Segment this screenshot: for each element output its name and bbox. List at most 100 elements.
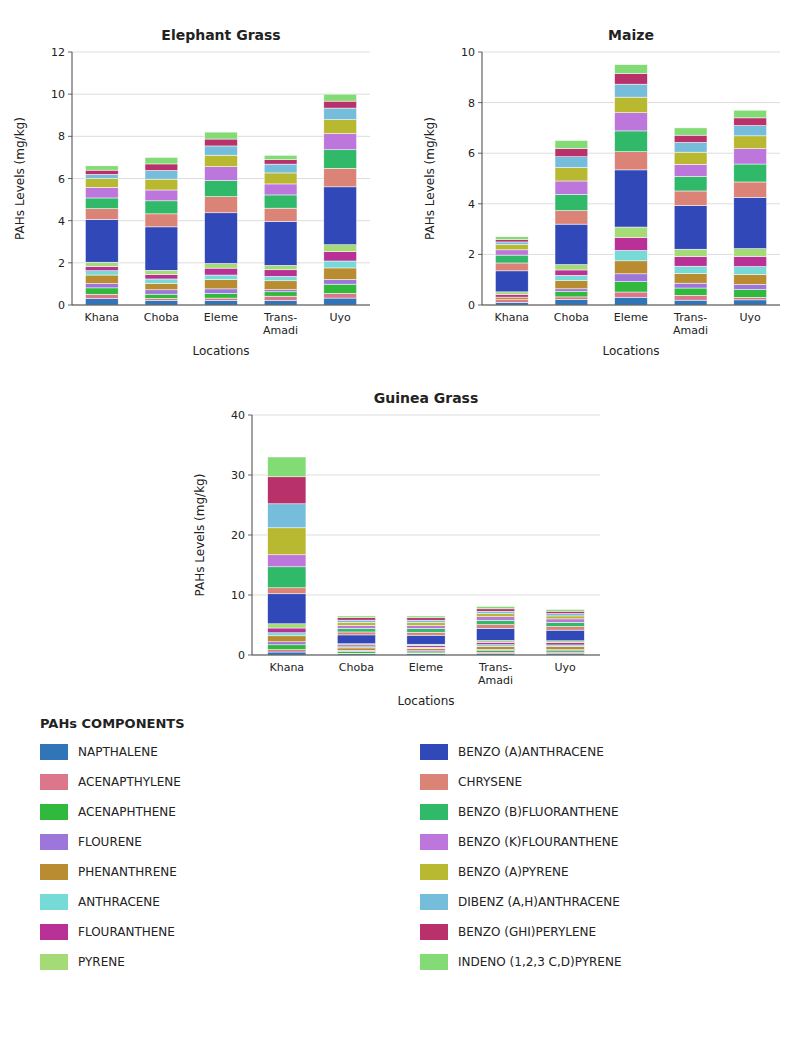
- series: [495, 97, 766, 250]
- bar-segment: [546, 622, 584, 626]
- bar-segment: [555, 194, 588, 210]
- series: [268, 504, 585, 623]
- x-tick-label: Choba: [339, 661, 374, 674]
- bar-segment: [264, 265, 297, 269]
- bar-segment: [268, 624, 306, 628]
- grid-line: [482, 52, 780, 53]
- legend-label: BENZO (A)PYRENE: [458, 865, 569, 879]
- bar-segment: [546, 641, 584, 643]
- bar-segment: [264, 184, 297, 195]
- bar-segment: [324, 187, 357, 245]
- bar-segment: [145, 283, 178, 290]
- y-axis-label: PAHs Levels (mg/kg): [13, 117, 27, 240]
- bar-segment: [734, 164, 767, 182]
- grid-line: [72, 52, 370, 53]
- bar-segment: [495, 294, 528, 297]
- bar-segment: [546, 616, 584, 619]
- legend-label: NAPTHALENE: [78, 745, 158, 759]
- bar-segment: [555, 270, 588, 275]
- bar-segment: [476, 642, 514, 644]
- bar-segment: [324, 280, 357, 285]
- bar-segment: [337, 628, 375, 632]
- legend-swatch: [420, 864, 448, 880]
- legend-swatch: [40, 774, 68, 790]
- bar-segment: [85, 262, 118, 266]
- x-tick-label: Choba: [554, 311, 589, 324]
- x-tick-label: Choba: [144, 311, 179, 324]
- y-tick-label: 10: [231, 589, 245, 602]
- bar-segment: [674, 128, 707, 135]
- series: [495, 131, 766, 263]
- x-tick-label: Uyo: [330, 311, 352, 324]
- bar-segment: [476, 606, 514, 608]
- bar-segment: [205, 275, 238, 280]
- bar-segment: [264, 281, 297, 290]
- bar-segment: [264, 195, 297, 208]
- bar-segment: [407, 632, 445, 635]
- x-tick-label: Eleme: [614, 311, 648, 324]
- chart-panel: 010203040KhanaChobaElemeTrans-AmadiUyoGu…: [193, 390, 600, 708]
- y-tick-label: 6: [58, 173, 65, 186]
- bar-segment: [324, 134, 357, 150]
- series: [268, 628, 585, 647]
- bar-segment: [734, 118, 767, 126]
- x-tick-label: Khana: [84, 311, 119, 324]
- bar-segment: [145, 279, 178, 283]
- bar-segment: [407, 645, 445, 647]
- x-tick-label: Khana: [494, 311, 529, 324]
- bar-segment: [85, 187, 118, 198]
- bar-segment: [555, 281, 588, 289]
- legend-label: PHENANTHRENE: [78, 865, 177, 879]
- bar-segment: [734, 197, 767, 248]
- bar-segment: [615, 65, 648, 74]
- x-tick-label: Eleme: [204, 311, 238, 324]
- bar-segment: [145, 164, 178, 171]
- bar-segment: [476, 611, 514, 613]
- legend-item: FLOURENE: [40, 834, 142, 850]
- bar-segment: [734, 267, 767, 275]
- bar-segment: [734, 126, 767, 136]
- bar-segment: [324, 150, 357, 169]
- bar-segment: [324, 94, 357, 101]
- legend-item: PYRENE: [40, 954, 125, 970]
- bar-segment: [615, 274, 648, 282]
- bar-segment: [205, 298, 238, 300]
- bar-segment: [264, 290, 297, 292]
- x-tick-label: Trans-Amadi: [673, 311, 708, 337]
- y-tick-label: 10: [461, 46, 475, 59]
- bar-segment: [85, 174, 118, 178]
- bar-segment: [85, 266, 118, 270]
- bar-segment: [476, 651, 514, 653]
- bar-segment: [476, 617, 514, 621]
- bar-segment: [264, 173, 297, 184]
- y-tick: [68, 262, 72, 263]
- series: [495, 297, 766, 305]
- bar-segment: [324, 252, 357, 261]
- bar-segment: [407, 626, 445, 629]
- y-tick: [248, 535, 252, 536]
- bar-segment: [734, 249, 767, 257]
- bar-segment: [268, 567, 306, 588]
- bar-segment: [324, 293, 357, 298]
- bar-segment: [205, 181, 238, 197]
- bar-segment: [85, 179, 118, 188]
- bar-segment: [476, 628, 514, 640]
- legend-swatch: [420, 774, 448, 790]
- bar-segment: [546, 645, 584, 647]
- bar-segment: [674, 249, 707, 256]
- bar-segment: [407, 623, 445, 626]
- bar-segment: [85, 209, 118, 220]
- bar-segment: [674, 191, 707, 206]
- bar-segment: [555, 297, 588, 300]
- bar-segment: [324, 298, 357, 305]
- bar-segment: [674, 288, 707, 295]
- bar-segment: [407, 629, 445, 633]
- bar-segment: [324, 101, 357, 108]
- bar-segment: [85, 275, 118, 284]
- series: [85, 134, 356, 201]
- series: [268, 633, 585, 649]
- y-tick: [478, 102, 482, 103]
- bar-segment: [145, 275, 178, 279]
- grid-line: [252, 655, 600, 656]
- bar-segment: [337, 645, 375, 647]
